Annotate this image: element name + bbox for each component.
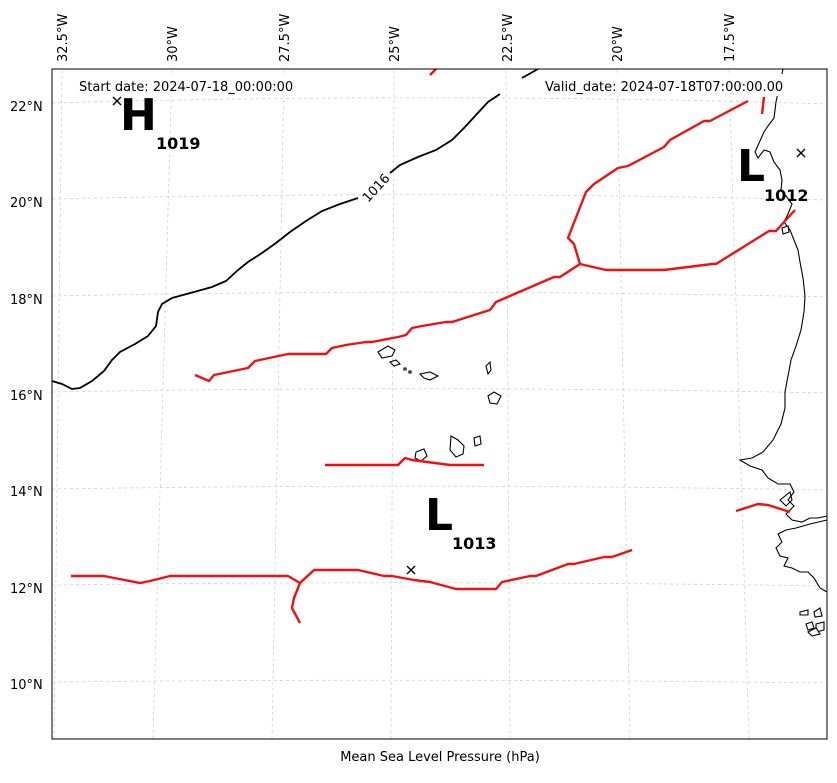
trough-line (566, 99, 749, 265)
isobar-1016 (51, 197, 359, 390)
isobar-1016-top (521, 68, 539, 79)
latitude-tick-labels: 22°N 20°N 18°N 16°N 14°N 12°N 10°N (10, 100, 43, 693)
low-pressure-center: L 1012 (737, 141, 809, 205)
high-pressure-center: H 1019 (112, 90, 201, 153)
graticule (51, 69, 828, 740)
trough-line (760, 96, 766, 115)
header-left-bg (74, 74, 314, 96)
lat-tick-label: 18°N (10, 293, 43, 308)
cape-verde-islands (377, 345, 502, 462)
coastline (738, 68, 828, 637)
lon-tick-label: 30°W (166, 26, 181, 62)
trough-line (290, 582, 302, 624)
trough-line (429, 68, 437, 76)
lon-tick-label: 25°W (388, 26, 403, 62)
isobar-1016-continued (389, 93, 501, 174)
low-pressure-center: L 1013 (406, 490, 497, 575)
lon-tick-label: 20°W (611, 26, 626, 62)
trough-line (735, 502, 791, 514)
lat-tick-label: 20°N (10, 196, 43, 211)
lat-tick-label: 22°N (10, 100, 43, 115)
lat-tick-label: 16°N (10, 389, 43, 404)
pressure-centers: H 1019 L 1012 L 1013 (112, 90, 809, 575)
lat-tick-label: 14°N (10, 485, 43, 500)
trough-line (194, 209, 796, 383)
longitude-tick-labels: 32.5°W 30°W 27.5°W 25°W 22.5°W 20°W 17.5… (56, 14, 738, 62)
isobar-value-label: 1016 (360, 171, 394, 205)
lon-tick-label: 17.5°W (723, 14, 738, 62)
lon-tick-label: 32.5°W (56, 14, 71, 62)
trough-line (325, 456, 484, 467)
low-value: 1013 (452, 534, 497, 553)
header-right-bg (540, 74, 804, 96)
lon-tick-label: 22.5°W (501, 14, 516, 62)
high-value: 1019 (156, 134, 201, 153)
low-letter: L (425, 490, 453, 541)
trough-line (71, 548, 633, 591)
map-frame (51, 68, 828, 740)
low-letter: L (737, 141, 765, 192)
start-date-label: Start date: 2024-07-18_00:00:00 (79, 80, 293, 95)
lat-tick-label: 12°N (10, 582, 43, 597)
high-letter: H (120, 90, 157, 141)
lat-tick-label: 10°N (10, 678, 43, 693)
lon-tick-label: 27.5°W (278, 14, 293, 62)
trough-lines (71, 68, 796, 624)
valid-date-label: Valid_date: 2024-07-18T07:00:00.00 (545, 80, 783, 95)
low-value: 1012 (764, 186, 809, 205)
x-axis-label: Mean Sea Level Pressure (hPa) (340, 750, 540, 765)
